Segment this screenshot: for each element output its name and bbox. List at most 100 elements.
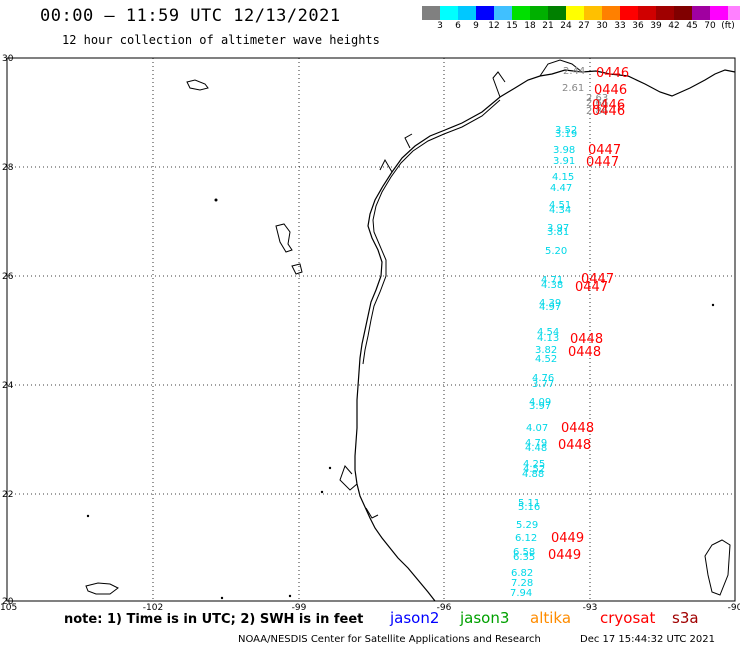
grid-lines [7,58,735,601]
mission-cryosat: cryosat [600,609,656,627]
legend-label: 18 [524,21,536,31]
wave-height-label: 7.28 [511,578,533,589]
pass-id-label: 0446 [592,104,625,119]
pass-id-label: 0447 [588,143,621,158]
legend-swatch [656,6,674,20]
legend-swatch [440,6,458,20]
wave-height-label: 4.76 [532,373,554,384]
wave-height-label: 5.11 [518,498,540,509]
wave-height-label: 3.98 [553,145,575,156]
island-dot-3 [711,303,715,307]
island-dot-4 [328,466,332,470]
wave-height-label: 4.34 [549,205,571,216]
color-legend-labels: 3 6 9 12 15 18 21 24 27 30 33 36 39 42 45 70 (ft) [422,21,740,33]
legend-label: 42 [668,21,680,31]
legend-swatch [638,6,656,20]
wave-height-label: 6.35 [513,552,535,563]
wave-height-label: 5.16 [518,502,540,513]
wave-height-label: 4.97 [539,302,561,313]
legend-label: 15 [506,21,518,31]
lat-tick-label: 30 [2,54,14,64]
inland-lake-2 [275,223,293,253]
legend-swatch [620,6,638,20]
legend-swatch [584,6,602,20]
wave-height-label: 4.88 [522,469,544,480]
wave-height-label: 4.38 [541,280,563,291]
wave-height-label: 3.97 [547,223,569,234]
wave-height-label: 6.82 [511,568,533,579]
wave-height-label: 3.77 [532,379,554,390]
legend-label: 27 [578,21,590,31]
legend-swatch [458,6,476,20]
pass-id-label: 0447 [581,272,614,287]
wave-height-label: 4.54 [537,327,559,338]
wave-height-label: 3.81 [547,227,569,238]
wave-height-label: 3.52 [555,125,577,136]
legend-label: 3 [437,21,443,31]
lon-tick-label: -90 [728,603,740,613]
wave-height-label: 2.86 [586,106,608,117]
legend-label: 21 [542,21,554,31]
wave-height-label: 6.12 [515,533,537,544]
wave-height-label: 2.44 [563,66,585,77]
legend-label: 39 [650,21,662,31]
legend-swatch [548,6,566,20]
legend-swatch [674,6,692,20]
legend-label: 6 [455,21,461,31]
wave-height-label: 4.79 [525,438,547,449]
legend-label: 24 [560,21,572,31]
lon-tick-label: -96 [437,603,452,613]
wave-height-label: 4.39 [539,298,561,309]
wave-height-label: 4.15 [552,172,574,183]
legend-swatch [692,6,710,20]
timestamp-text: Dec 17 15:44:32 UTC 2021 [580,634,715,645]
legend-swatch [602,6,620,20]
axis-tick-labels: -105 -102 -99 -96 -93 -90 30 28 26 24 22 20 [0,54,740,613]
wave-height-label: 4.13 [537,333,559,344]
pass-id-label: 0448 [570,332,603,347]
pass-id-label: 0448 [558,438,591,453]
legend-label: 70 [704,21,716,31]
map-title: 00:00 – 11:59 UTC 12/13/2021 [40,6,341,26]
wave-height-label: 2.63 [586,93,608,104]
wave-height-label: 3.19 [555,129,577,140]
lon-tick-label: -99 [292,603,307,613]
mission-s3a: s3a [672,609,699,627]
coastline [354,69,736,602]
legend-label: 33 [614,21,626,31]
wave-height-label: 4.48 [525,443,547,454]
mission-altika: altika [530,609,572,627]
lat-tick-label: 20 [2,597,14,607]
legend-swatch [494,6,512,20]
pass-id-label: 0449 [551,531,584,546]
lat-tick-label: 28 [2,163,14,173]
pass-id-label: 0448 [561,421,594,436]
legend-label: 12 [488,21,500,31]
legend-label: 36 [632,21,644,31]
inland-lake-3 [291,263,303,275]
wave-height-label: 7.94 [510,588,532,599]
wave-height-label: 4.47 [550,183,572,194]
pass-id-label: 0447 [575,280,608,295]
wave-height-label: 2.61 [562,83,584,94]
pass-id-label: 0446 [594,83,627,98]
pass-id-label: 0449 [548,548,581,563]
pass-id-label: 0448 [568,345,601,360]
island-dot-2 [86,514,90,518]
legend-swatch [512,6,530,20]
wave-height-label: 3.91 [553,156,575,167]
lon-tick-label: -93 [583,603,598,613]
legend-label: 30 [596,21,608,31]
island-dot-7 [220,596,224,600]
observations: 2.44 2.612.632.662.86 3.523.19 3.983.91 4.15… [510,66,629,599]
island-dot-6 [288,594,292,598]
inland-lake-1 [186,79,209,91]
island-dot-1 [214,198,218,202]
credit-text: NOAA/NESDIS Center for Satellite Applica… [238,634,541,645]
wave-height-label: 4.09 [529,397,551,408]
mission-jason3: jason3 [460,609,510,627]
pass-id-label: 0446 [596,66,629,81]
island-east [704,539,731,596]
coastline-inner [362,99,501,365]
